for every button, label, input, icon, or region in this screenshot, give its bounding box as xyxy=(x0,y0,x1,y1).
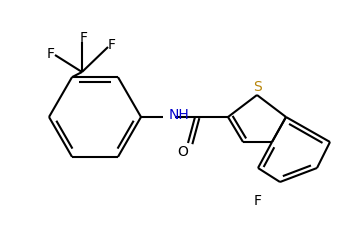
Text: F: F xyxy=(80,31,88,45)
Text: S: S xyxy=(253,80,261,94)
Text: F: F xyxy=(47,47,55,61)
Text: F: F xyxy=(254,194,262,208)
Text: NH: NH xyxy=(169,108,190,122)
Text: F: F xyxy=(108,38,116,52)
Text: O: O xyxy=(178,145,189,159)
